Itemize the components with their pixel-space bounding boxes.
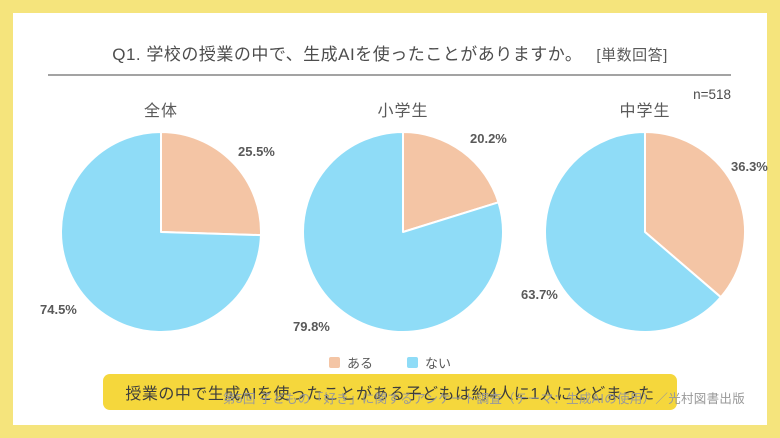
legend-label-aru: ある	[346, 356, 373, 371]
question-title: Q1. 学校の授業の中で、生成AIを使ったことがありますか。	[112, 45, 583, 64]
title-divider	[48, 74, 731, 76]
pie-title: 全体	[143, 103, 178, 120]
slice-label-nai: 79.8%	[293, 319, 330, 334]
legend-label-nai: ない	[425, 356, 452, 371]
pie-chart-overall: 全体 25.5% 74.5%	[40, 97, 281, 357]
pie-chart-junior-high: 中学生 36.3% 63.7%	[521, 97, 768, 357]
page-title: Q1. 学校の授業の中で、生成AIを使ったことがありますか。 [単数回答]	[13, 40, 767, 65]
slice-label-aru: 20.2%	[470, 131, 507, 146]
legend-swatch-nai	[407, 357, 418, 368]
pie-elementary	[302, 131, 504, 333]
slice-label-nai: 63.7%	[521, 287, 558, 302]
pie-junior-high	[544, 131, 746, 333]
callout-wrapper: 授業の中で生成AIを使ったことがある子どもは約4人に1人にとどまった	[13, 374, 767, 410]
pie-title: 中学生	[619, 103, 671, 120]
source-credit: 第5回 子どもの「好き」に関するアンケート調査（テーマ：生成AIの使用）／光村図…	[222, 392, 745, 406]
sample-size-label: n=518	[693, 87, 731, 102]
slice-label-nai: 74.5%	[40, 302, 77, 317]
legend-item-aru: ある	[328, 353, 373, 372]
key-finding-callout: 授業の中で生成AIを使ったことがある子どもは約4人に1人にとどまった	[103, 374, 677, 410]
answer-type-label: [単数回答]	[596, 47, 668, 64]
legend-swatch-aru	[328, 357, 340, 368]
slide-content: Q1. 学校の授業の中で、生成AIを使ったことがありますか。 [単数回答] n=5…	[13, 13, 768, 425]
slice-label-aru: 36.3%	[731, 159, 768, 174]
slice-label-aru: 25.5%	[238, 144, 275, 159]
legend-item-nai: ない	[407, 353, 451, 372]
pie-title: 小学生	[377, 103, 429, 120]
legend: ある ない	[13, 353, 767, 372]
pie-overall	[60, 131, 262, 333]
pie-chart-elementary: 小学生 20.2% 79.8%	[283, 97, 523, 357]
